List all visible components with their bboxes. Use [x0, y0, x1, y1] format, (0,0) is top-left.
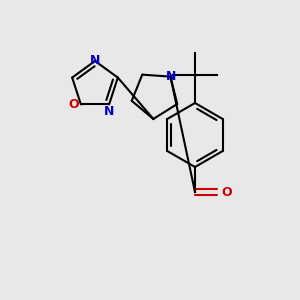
- Text: O: O: [68, 98, 79, 111]
- Text: N: N: [166, 70, 177, 83]
- Text: N: N: [104, 105, 114, 119]
- Text: N: N: [90, 53, 100, 67]
- Text: O: O: [221, 185, 232, 199]
